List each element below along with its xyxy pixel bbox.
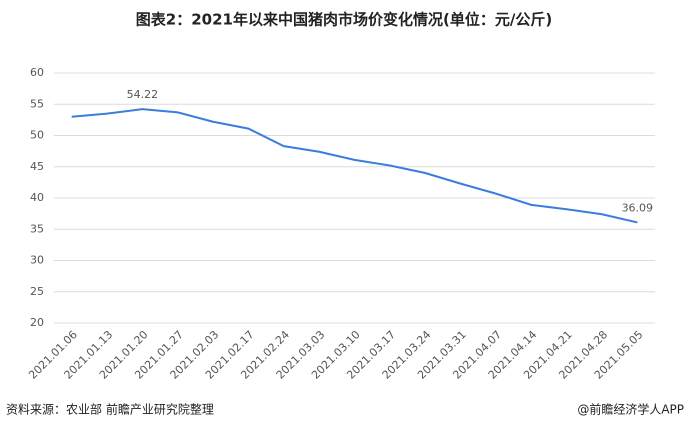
y-tick-label: 50 [30,129,44,142]
y-tick-label: 20 [30,316,44,329]
data-line [71,108,638,224]
data-label: 54.22 [127,88,159,101]
y-tick-label: 45 [30,160,44,173]
y-tick-label: 30 [30,254,44,267]
chart-title: 图表2：2021年以来中国猪肉市场价变化情况(单位：元/公斤) [136,11,552,29]
y-tick-label: 35 [30,222,44,235]
source-note: 资料来源：农业部 前瞻产业研究院整理 [6,402,214,417]
data-label: 36.09 [622,201,654,214]
y-tick-label: 25 [30,285,44,298]
y-tick-label: 40 [30,191,44,204]
y-tick-label: 55 [30,97,44,110]
y-tick-label: 60 [30,66,44,79]
credit: @前瞻经济学人APP [577,402,684,417]
